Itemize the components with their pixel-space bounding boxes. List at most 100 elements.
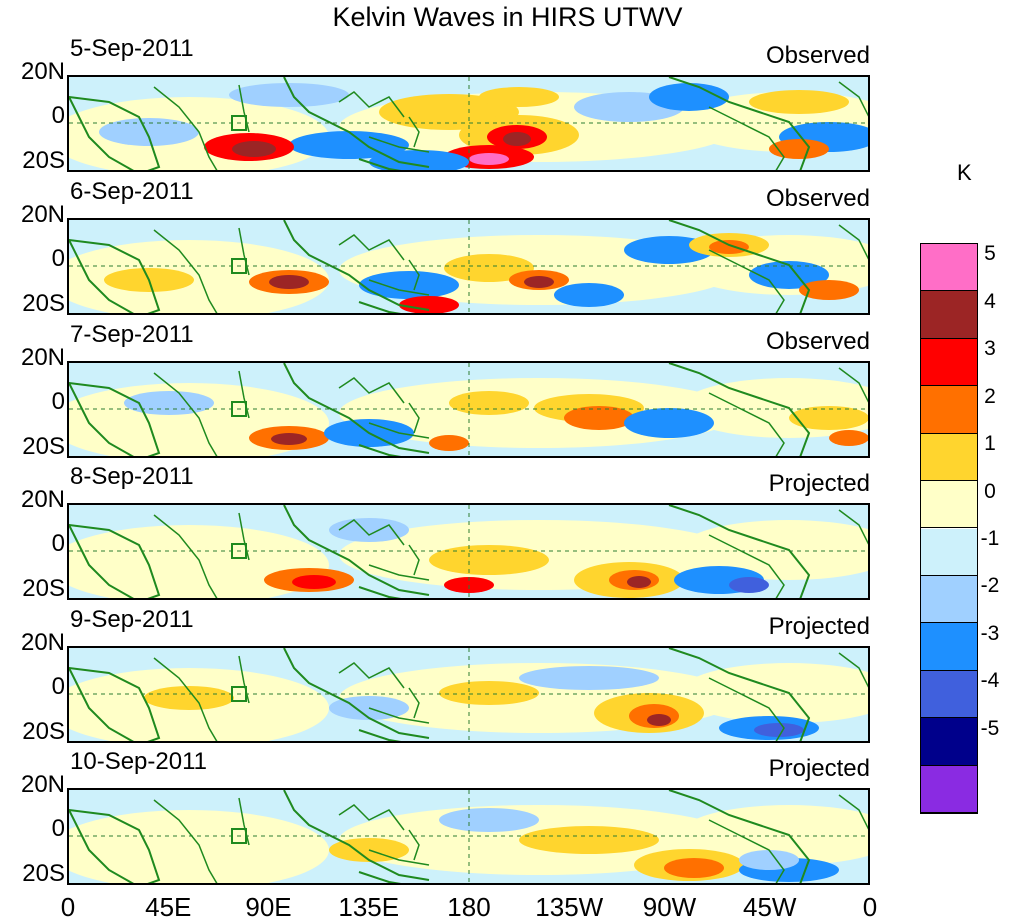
anomaly-map xyxy=(67,646,870,743)
panel-status: Observed xyxy=(765,328,870,355)
anomaly-map xyxy=(67,218,870,315)
map-panel: 10-Sep-2011 Projected 20N 0 20S xyxy=(0,748,1015,898)
colorbar xyxy=(920,243,978,814)
anomaly-blob xyxy=(664,858,724,878)
colorbar-box xyxy=(921,433,977,482)
anomaly-blob xyxy=(503,132,531,146)
anomaly-blob xyxy=(271,433,307,445)
lon-label: 90E xyxy=(245,892,292,922)
colorbar-label: 4 xyxy=(984,289,996,313)
colorbar-label: -5 xyxy=(980,716,1000,740)
anomaly-blob xyxy=(232,141,276,157)
panel-status: Projected xyxy=(768,613,870,640)
map-panel: 7-Sep-2011 Observed 20N 0 20S xyxy=(0,321,1015,471)
lat-label: 20S xyxy=(22,433,65,460)
anomaly-blob xyxy=(429,435,469,451)
colorbar-box xyxy=(921,338,977,387)
chart-title: Kelvin Waves in HIRS UTWV xyxy=(332,2,683,32)
panel-status: Observed xyxy=(765,185,870,212)
anomaly-blob xyxy=(799,280,859,300)
colorbar-box xyxy=(921,670,977,719)
panel-status: Projected xyxy=(768,755,870,782)
panel-date: 6-Sep-2011 xyxy=(70,178,194,205)
anomaly-blob xyxy=(444,254,534,282)
map-panel: 6-Sep-2011 Observed 20N 0 20S xyxy=(0,178,1015,328)
lat-label: 0 xyxy=(51,388,65,415)
anomaly-blob xyxy=(144,686,234,710)
anomaly-blob xyxy=(829,430,868,446)
lat-label: 20N xyxy=(20,771,65,798)
lon-label: 45W xyxy=(743,892,797,922)
anomaly-blob xyxy=(469,153,509,165)
anomaly-blob xyxy=(554,283,624,307)
map-panel: 8-Sep-2011 Projected 20N 0 20S xyxy=(0,463,1015,613)
anomaly-blob xyxy=(439,681,539,705)
panel-date: 7-Sep-2011 xyxy=(70,321,194,348)
anomaly-blob xyxy=(292,575,336,589)
colorbar-box xyxy=(921,575,977,624)
map-panel: 9-Sep-2011 Projected 20N 0 20S xyxy=(0,606,1015,756)
colorbar-box xyxy=(921,244,977,292)
anomaly-blob xyxy=(647,714,671,726)
anomaly-blob xyxy=(729,577,769,593)
anomaly-blob xyxy=(769,139,829,159)
lat-label: 20N xyxy=(20,58,65,85)
lat-label: 20N xyxy=(20,201,65,228)
colorbar-box xyxy=(921,718,977,766)
colorbar-box xyxy=(921,623,977,671)
panel-date: 5-Sep-2011 xyxy=(70,35,194,62)
anomaly-blob xyxy=(789,406,868,430)
anomaly-blob xyxy=(429,545,549,575)
colorbar-label: 2 xyxy=(984,384,996,408)
colorbar-label: -2 xyxy=(980,574,1000,598)
anomaly-blob xyxy=(624,408,714,438)
lat-label: 20S xyxy=(22,147,65,174)
colorbar-box xyxy=(921,765,977,813)
lon-label: 180 xyxy=(447,892,491,922)
anomaly-blob xyxy=(439,808,539,832)
anomaly-blob xyxy=(269,275,309,289)
lat-label: 0 xyxy=(51,102,65,129)
lon-label: 45E xyxy=(145,892,192,922)
anomaly-blob xyxy=(369,150,469,170)
anomaly-blob xyxy=(449,391,529,415)
anomaly-map xyxy=(67,75,870,172)
anomaly-blob xyxy=(564,406,634,430)
map-panel: 5-Sep-2011 Observed 20N 0 20S xyxy=(0,35,1015,185)
lat-label: 20N xyxy=(20,629,65,656)
lon-label: 135W xyxy=(535,892,604,922)
colorbar-label: -1 xyxy=(980,526,1000,550)
lat-label: 20S xyxy=(22,718,65,745)
anomaly-blob xyxy=(519,666,659,690)
anomaly-blob xyxy=(329,518,409,542)
lon-label: 0 xyxy=(862,892,878,922)
anomaly-blob xyxy=(99,118,199,146)
colorbar-unit: K xyxy=(957,160,972,185)
anomaly-map xyxy=(67,788,870,885)
anomaly-blob xyxy=(754,723,804,737)
lat-label: 20N xyxy=(20,486,65,513)
colorbar-label: 1 xyxy=(984,432,996,456)
colorbar-label: 5 xyxy=(984,242,996,266)
anomaly-blob xyxy=(749,90,849,114)
lat-label: 0 xyxy=(51,815,65,842)
anomaly-blob xyxy=(709,240,749,254)
panel-date: 10-Sep-2011 xyxy=(70,748,207,775)
lat-label: 20S xyxy=(22,290,65,317)
panel-status: Projected xyxy=(768,470,870,497)
anomaly-map xyxy=(67,503,870,600)
lon-label: 135E xyxy=(338,892,400,922)
lon-label: 0 xyxy=(60,892,76,922)
colorbar-label: -3 xyxy=(980,621,1000,645)
anomaly-blob xyxy=(524,276,554,288)
anomaly-blob xyxy=(229,83,349,107)
colorbar-box xyxy=(921,291,977,339)
anomaly-blob xyxy=(739,850,799,870)
colorbar-label: 3 xyxy=(984,337,996,361)
colorbar-box xyxy=(921,528,977,576)
lon-label: 90W xyxy=(642,892,697,922)
colorbar-box xyxy=(921,481,977,529)
lat-label: 0 xyxy=(51,245,65,272)
colorbar-label: 0 xyxy=(984,479,996,503)
panel-status: Observed xyxy=(765,42,870,69)
